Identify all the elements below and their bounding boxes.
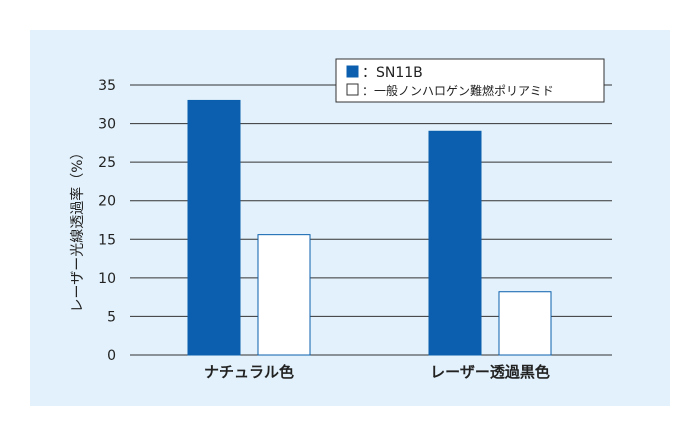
bars	[187, 99, 552, 356]
legend-swatch-sn11b	[346, 65, 359, 78]
legend-swatch-general-polyamide	[346, 83, 359, 96]
bar-sn11b-0	[187, 99, 241, 356]
bar-general-polyamide-1	[498, 291, 552, 356]
legend-label-sn11b: ：SN11B	[362, 65, 423, 81]
legend: ：SN11B ：一般ノンハロゲン難燃ポリアミド	[335, 58, 605, 103]
y-tick-0: 0	[107, 348, 116, 364]
y-tick-15: 15	[98, 232, 116, 248]
x-category-labels: ナチュラル色 レーザー透過黒色	[204, 363, 550, 381]
bar-sn11b-1	[428, 130, 482, 356]
y-axis-label: レーザー光線透過率（%）	[69, 145, 86, 312]
x-category-label-0: ナチュラル色	[204, 363, 294, 381]
y-tick-35: 35	[98, 78, 116, 94]
y-tick-20: 20	[98, 194, 116, 210]
y-tick-labels: 0 5 10 15 20 25 30 35	[98, 78, 116, 364]
y-tick-5: 5	[107, 309, 116, 325]
x-category-label-1: レーザー透過黒色	[430, 363, 550, 381]
y-tick-25: 25	[98, 155, 116, 171]
legend-label-general-polyamide: ：一般ノンハロゲン難燃ポリアミド	[362, 83, 554, 98]
bar-general-polyamide-0	[257, 234, 311, 356]
y-tick-10: 10	[98, 271, 116, 287]
legend-box	[335, 58, 605, 103]
y-tick-30: 30	[98, 117, 116, 133]
